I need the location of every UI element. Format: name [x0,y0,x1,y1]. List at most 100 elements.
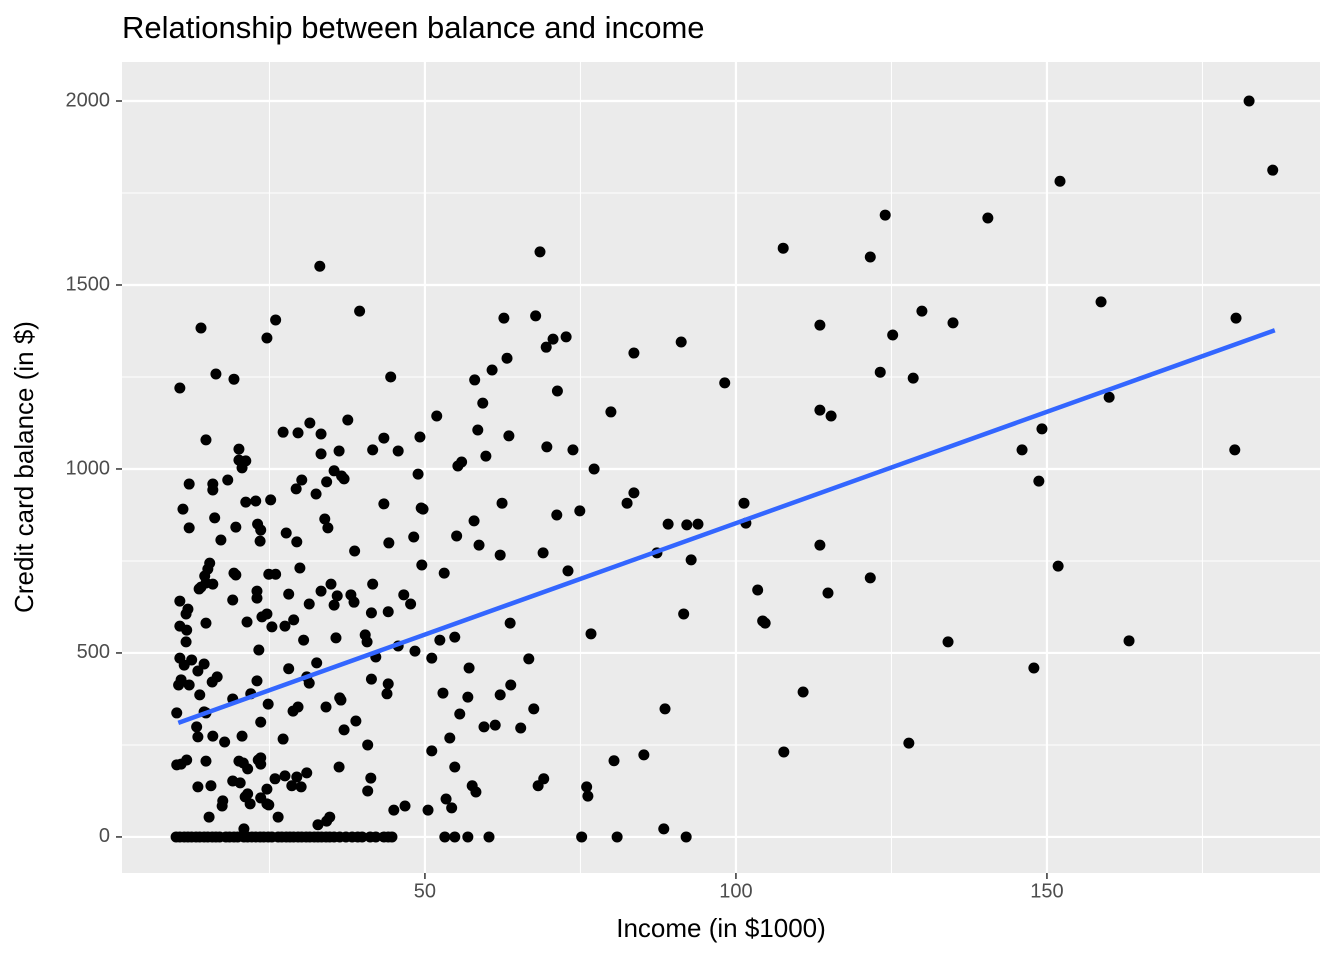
point [437,687,449,699]
point [496,497,508,509]
point [494,689,506,701]
point [581,781,593,793]
point [778,746,790,758]
point [1033,475,1045,487]
point [255,716,267,728]
point [255,524,267,536]
point [192,665,204,677]
point [180,608,192,620]
point [193,583,205,595]
point [331,590,343,602]
point [422,804,434,816]
point [825,410,837,422]
point [416,559,428,571]
point [814,539,826,551]
point [574,505,586,517]
point [230,569,242,581]
point [283,588,295,600]
point [752,584,764,596]
point [1052,560,1064,572]
point [417,503,429,515]
point [515,722,527,734]
point [365,772,377,784]
point [822,587,834,599]
point [537,547,549,559]
point [319,513,331,525]
point [296,474,308,486]
point [303,677,315,689]
point [942,636,954,648]
point [879,209,891,221]
point [325,578,337,590]
point [173,679,185,691]
point [242,763,254,775]
point [439,831,451,843]
point [322,522,334,534]
point [449,761,461,773]
point [203,811,215,823]
point [504,617,516,629]
point [206,676,218,688]
x-tick-label: 150 [1030,880,1063,902]
point [628,487,640,499]
point [207,484,219,496]
point [227,594,239,606]
point [348,596,360,608]
point [541,441,553,453]
point [234,777,246,789]
point [382,678,394,690]
point [399,800,411,812]
point [405,598,417,610]
point [215,534,227,546]
point [349,545,361,557]
point [183,679,195,691]
point [982,212,994,224]
point [494,549,506,561]
point [907,372,919,384]
point [562,565,574,577]
point [540,341,552,353]
point [434,634,446,646]
point [1028,662,1040,674]
point [194,689,206,701]
point [685,554,697,566]
point [446,802,458,814]
point [662,518,674,530]
y-tick-label: 1000 [66,457,111,479]
point [473,539,485,551]
point [680,831,692,843]
point [236,462,248,474]
x-tick-label: 100 [719,880,752,902]
point [192,731,204,743]
point [675,336,687,348]
point [265,494,277,506]
point [314,260,326,272]
point [1103,391,1115,403]
point [180,636,192,648]
point [277,733,289,745]
point [270,314,282,326]
point [1054,175,1066,187]
point [315,585,327,597]
point [874,366,886,378]
point [814,319,826,331]
point [567,444,579,456]
point [681,519,693,531]
point [1230,312,1242,324]
point [378,432,390,444]
point [1016,444,1028,456]
point [200,755,212,767]
point [367,578,379,590]
point [576,831,588,843]
point [335,694,347,706]
point [338,724,350,736]
point [269,773,281,785]
point [283,663,295,675]
y-axis-title: Credit card balance (in $) [9,321,39,613]
point [291,536,303,548]
y-tick-label: 500 [77,641,110,663]
point [261,783,273,795]
point [501,352,513,364]
point [177,503,189,515]
point [462,691,474,703]
